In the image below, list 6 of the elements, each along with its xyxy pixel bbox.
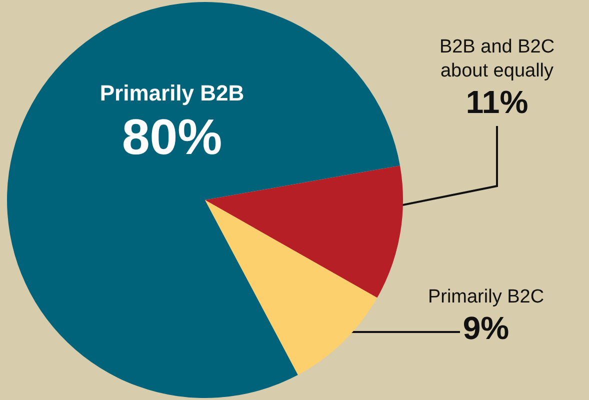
slice-label: B2B and B2C about equally xyxy=(439,36,555,82)
data-label: 11% xyxy=(466,84,528,120)
data-label: 9% xyxy=(462,310,510,346)
data-label: 80% xyxy=(122,109,222,165)
slice-label: Primarily B2B xyxy=(100,80,244,106)
slice-label: Primarily B2C xyxy=(428,286,544,308)
